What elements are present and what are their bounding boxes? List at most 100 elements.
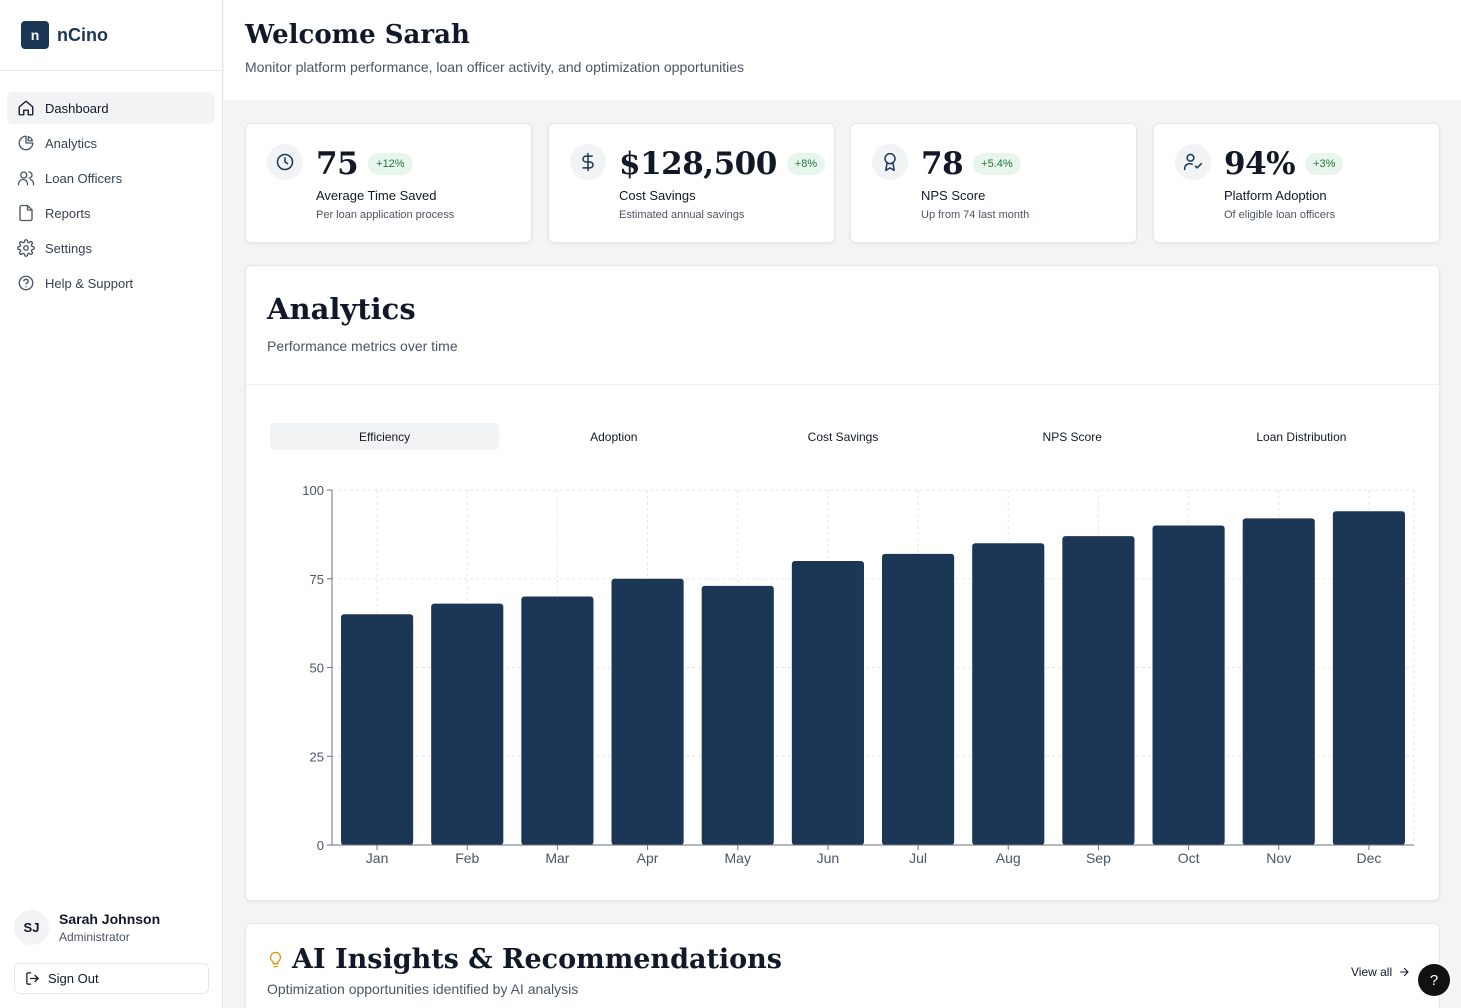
page-subtitle: Monitor platform performance, loan offic… — [245, 59, 745, 75]
x-tick-label: Feb — [455, 850, 479, 866]
x-tick-label: Oct — [1178, 850, 1200, 866]
chart-bar-sep — [1062, 536, 1135, 845]
chart-bar-dec — [1332, 511, 1405, 845]
y-tick-label: 50 — [310, 661, 324, 676]
log-out-icon — [26, 972, 39, 985]
stat-label: Platform Adoption — [1224, 188, 1327, 203]
stat-value: $128,500 — [619, 146, 777, 182]
pie-chart-icon — [18, 135, 34, 151]
y-tick-label: 25 — [310, 749, 324, 764]
tab-cost-savings[interactable]: Cost Savings — [807, 429, 879, 444]
sidebar-item-analytics[interactable]: Analytics — [7, 127, 215, 159]
x-tick-label: Apr — [637, 850, 659, 866]
analytics-header: Analytics Performance metrics over time — [246, 266, 1439, 385]
brand-name: nCino — [57, 24, 108, 45]
chart-bar-nov — [1242, 518, 1315, 845]
x-tick-label: Mar — [545, 850, 569, 866]
x-tick-label: Jun — [817, 850, 840, 866]
tab-adoption[interactable]: Adoption — [590, 429, 638, 444]
sidebar-item-label: Settings — [45, 240, 92, 256]
sidebar-nav: Dashboard Analytics Loan Officers Report… — [0, 71, 222, 299]
brand-logo: n — [21, 21, 49, 49]
y-tick-label: 75 — [310, 572, 324, 587]
sign-out-button[interactable]: Sign Out — [14, 963, 209, 994]
user-role: Administrator — [59, 930, 130, 944]
analytics-card: Analytics Performance metrics over time … — [245, 265, 1440, 901]
arrow-right-icon — [1400, 967, 1409, 977]
x-tick-label: Dec — [1356, 850, 1381, 866]
sidebar-item-label: Analytics — [45, 135, 98, 151]
stat-value: 75 — [316, 146, 359, 182]
x-tick-label: Jan — [366, 850, 389, 866]
ai-insights-card: AI Insights & Recommendations Optimizati… — [245, 923, 1440, 1008]
stat-label: Average Time Saved — [316, 188, 437, 203]
sidebar-item-help-support[interactable]: Help & Support — [7, 267, 215, 299]
tab-loan-distribution[interactable]: Loan Distribution — [1256, 429, 1347, 444]
ai-insights-title: AI Insights & Recommendations — [292, 944, 783, 975]
stat-badge: +8% — [786, 153, 826, 175]
chart-bar-jan — [341, 614, 414, 845]
users-icon — [17, 171, 35, 186]
lightbulb-icon — [269, 951, 282, 968]
stat-value: 78 — [921, 146, 964, 182]
analytics-title: Analytics — [267, 292, 416, 326]
sidebar-item-label: Help & Support — [45, 275, 134, 291]
x-tick-label: Jul — [909, 850, 927, 866]
x-tick-label: Sep — [1086, 850, 1111, 866]
chart-bar-may — [701, 585, 774, 845]
help-fab-button[interactable]: ? — [1418, 964, 1450, 996]
stat-card-time-saved: 75 +12% Average Time Saved Per loan appl… — [245, 123, 532, 243]
stat-subtext: Estimated annual savings — [619, 209, 745, 221]
help-circle-icon — [18, 275, 34, 291]
x-tick-label: May — [725, 850, 751, 866]
stat-subtext: Per loan application process — [316, 209, 455, 221]
avatar: SJ — [14, 910, 49, 945]
view-all-label: View all — [1351, 965, 1393, 979]
view-all-link[interactable]: View all — [1351, 965, 1410, 979]
stat-label: Cost Savings — [619, 188, 696, 203]
stat-label: NPS Score — [921, 188, 986, 203]
stat-subtext: Of eligible loan officers — [1224, 209, 1336, 221]
user-name: Sarah Johnson — [59, 911, 161, 927]
stat-card-cost-savings: $128,500 +8% Cost Savings Estimated annu… — [548, 123, 835, 243]
sidebar-item-label: Reports — [45, 205, 91, 221]
stat-value: 94% — [1224, 146, 1296, 182]
sidebar-item-dashboard[interactable]: Dashboard — [7, 92, 215, 124]
tab-nps-score[interactable]: NPS Score — [1042, 429, 1102, 444]
stat-card-platform-adoption: 94% +3% Platform Adoption Of eligible lo… — [1153, 123, 1440, 243]
chart-bar-mar — [521, 596, 594, 845]
chart-bar-apr — [611, 578, 684, 845]
brand[interactable]: n nCino — [0, 0, 222, 71]
stat-card-nps-score: 78 +5.4% NPS Score Up from 74 last month — [850, 123, 1137, 243]
sidebar-item-loan-officers[interactable]: Loan Officers — [7, 162, 215, 194]
chart-bar-aug — [972, 543, 1045, 845]
gear-icon — [17, 239, 35, 257]
chart-bar-feb — [431, 603, 504, 845]
stat-subtext: Up from 74 last month — [921, 209, 1030, 221]
tab-efficiency[interactable]: Efficiency — [270, 423, 500, 450]
chart-bar-jul — [882, 553, 955, 845]
y-tick-label: 0 — [317, 838, 324, 853]
x-tick-label: Aug — [996, 850, 1021, 866]
dollar-icon — [570, 144, 606, 180]
sign-out-label: Sign Out — [48, 971, 99, 986]
efficiency-bar-chart: 0 25 50 75 100 Jan Feb Mar Apr May Jun Jul Aug Sep Oct… — [302, 483, 1415, 866]
sidebar-item-reports[interactable]: Reports — [7, 197, 215, 229]
chart-bar-jun — [791, 561, 864, 845]
x-tick-label: Nov — [1266, 850, 1291, 866]
user-check-icon — [1175, 144, 1211, 180]
y-tick-label: 100 — [302, 483, 324, 498]
user-profile[interactable]: SJ Sarah Johnson Administrator — [14, 910, 160, 945]
stat-badge: +5.4% — [973, 153, 1021, 175]
chart-bar-oct — [1152, 525, 1225, 845]
home-icon — [18, 100, 34, 116]
stat-badge: +12% — [368, 153, 413, 175]
analytics-subtitle: Performance metrics over time — [267, 338, 458, 354]
page-header: Welcome Sarah Monitor platform performan… — [224, 0, 1461, 100]
sidebar-item-label: Loan Officers — [45, 170, 123, 186]
clock-icon — [267, 144, 303, 180]
page-title: Welcome Sarah — [245, 20, 470, 50]
stat-badge: +3% — [1305, 153, 1344, 175]
sidebar-item-settings[interactable]: Settings — [7, 232, 215, 264]
sidebar: n nCino Dashboard Analytics Loan Officer… — [0, 0, 223, 1008]
